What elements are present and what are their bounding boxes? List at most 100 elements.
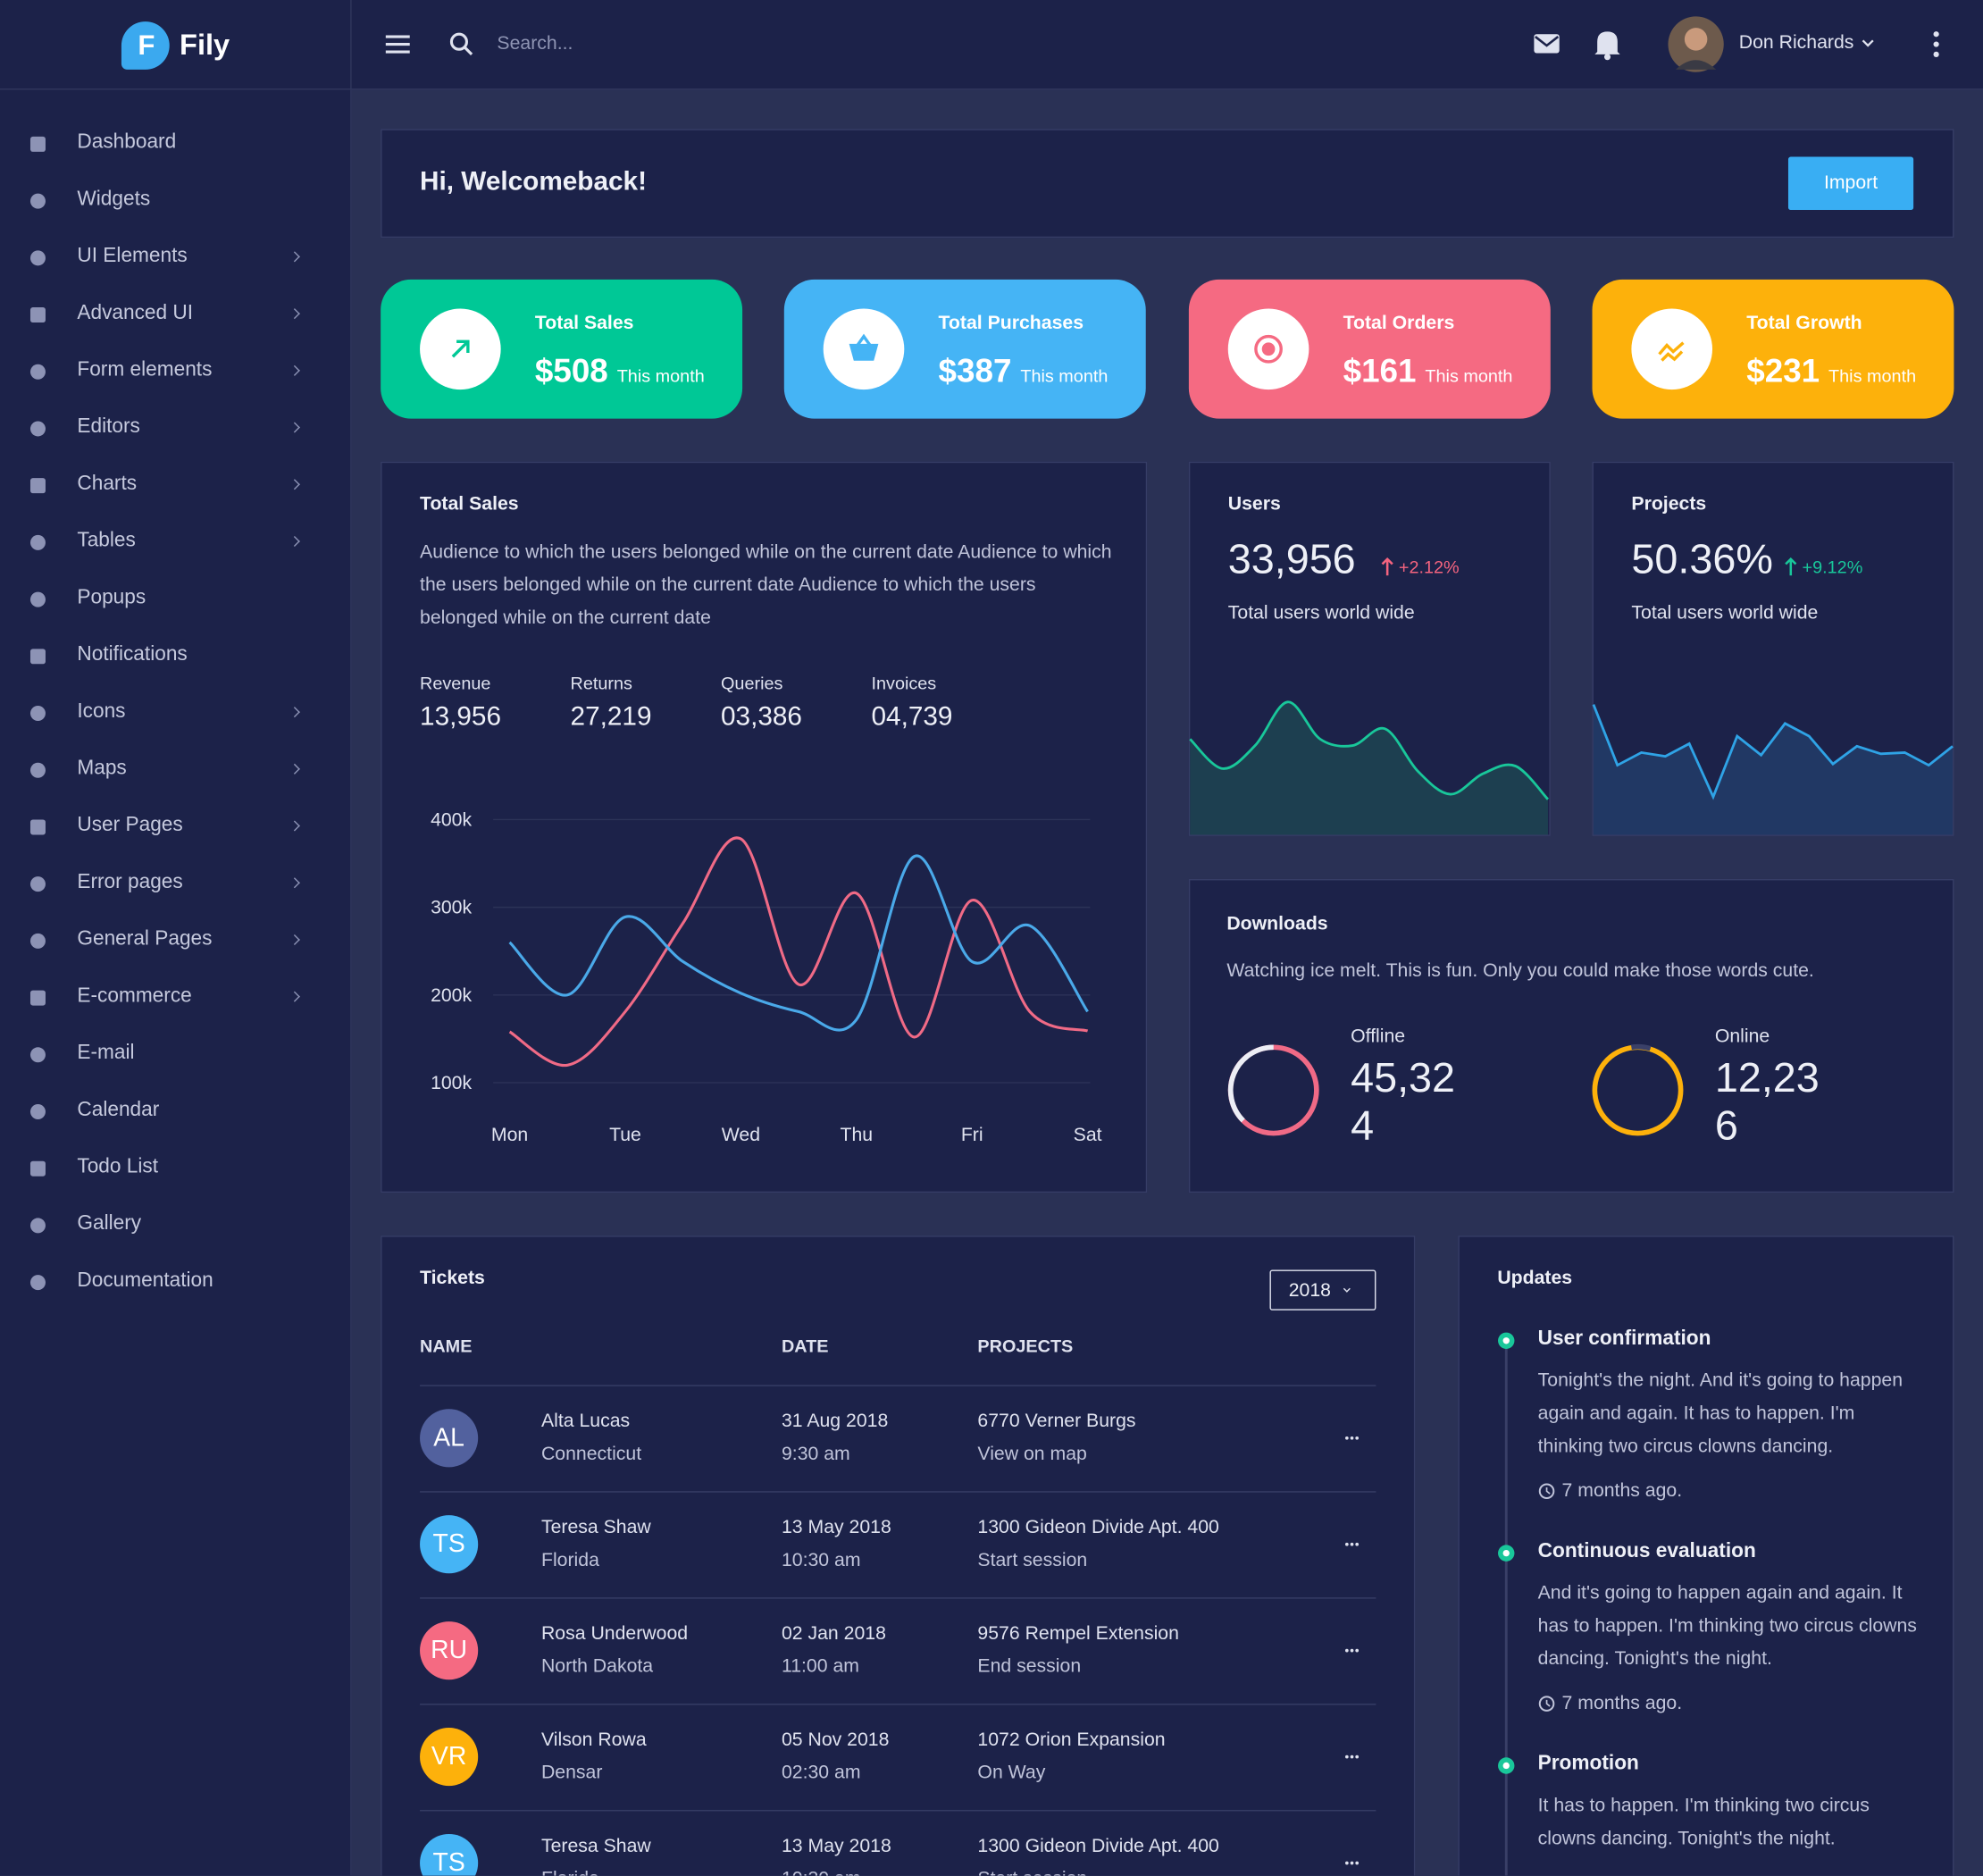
import-button[interactable]: Import bbox=[1787, 156, 1914, 211]
sidebar-chevron bbox=[289, 763, 300, 775]
stat-title: Total Sales bbox=[534, 312, 634, 334]
sidebar-item[interactable]: Notifications bbox=[0, 631, 350, 682]
top-bar bbox=[0, 0, 1983, 90]
sidebar-icon bbox=[29, 534, 46, 550]
ticket-date: 31 Aug 2018 bbox=[781, 1410, 889, 1432]
update-title: Promotion bbox=[1537, 1753, 1639, 1775]
metric-subtitle: Total users world wide bbox=[1631, 601, 1819, 624]
sidebar-item[interactable]: Advanced UI bbox=[0, 289, 350, 340]
users-card bbox=[1188, 461, 1551, 836]
sidebar-label: Dashboard bbox=[77, 131, 177, 154]
card-description: Watching ice melt. This is fun. Only you… bbox=[1226, 959, 1814, 982]
sidebar-icon bbox=[29, 649, 46, 665]
ticket-project: 6770 Verner Burgs bbox=[977, 1410, 1136, 1432]
sidebar-item[interactable]: Tables bbox=[0, 517, 350, 568]
more-button[interactable] bbox=[1933, 31, 1939, 57]
sidebar-chevron bbox=[289, 479, 300, 490]
row-divider bbox=[420, 1385, 1376, 1386]
sidebar-icon bbox=[29, 591, 46, 607]
stat-label: Invoices bbox=[871, 673, 937, 694]
sidebar-icon bbox=[29, 364, 46, 380]
menu-button[interactable] bbox=[385, 35, 410, 54]
search-placeholder[interactable]: Search... bbox=[497, 32, 573, 54]
sidebar-item[interactable]: Editors bbox=[0, 404, 350, 455]
brand-initial: F bbox=[138, 29, 155, 61]
ticket-date: 13 May 2018 bbox=[781, 1516, 891, 1538]
update-title: Continuous evaluation bbox=[1537, 1540, 1756, 1562]
ticket-avatar: VR bbox=[420, 1728, 479, 1787]
sidebar-item[interactable]: E-commerce bbox=[0, 973, 350, 1024]
update-time: 7 months ago. bbox=[1561, 1479, 1683, 1502]
stat-icon-circle bbox=[823, 308, 905, 390]
ticket-location: Florida bbox=[541, 1869, 599, 1875]
sidebar-chevron bbox=[289, 422, 300, 433]
sidebar-label: Maps bbox=[77, 758, 127, 780]
sidebar-item[interactable]: Maps bbox=[0, 745, 350, 796]
sidebar-item[interactable]: Popups bbox=[0, 574, 350, 625]
sidebar-label: UI Elements bbox=[77, 245, 188, 268]
search-handle bbox=[463, 46, 473, 55]
sidebar-item[interactable]: General Pages bbox=[0, 916, 350, 967]
sidebar-item[interactable]: Icons bbox=[0, 688, 350, 739]
stat-value-line: $387 This month bbox=[939, 354, 1109, 387]
ticket-action: End session bbox=[977, 1654, 1082, 1678]
sidebar-icon bbox=[29, 1160, 46, 1177]
sidebar-item[interactable]: Calendar bbox=[0, 1086, 350, 1137]
sidebar-item[interactable]: Error pages bbox=[0, 858, 350, 909]
stat-period: This month bbox=[1828, 365, 1917, 386]
sidebar-icon bbox=[29, 1275, 46, 1291]
year-value: 2018 bbox=[1288, 1279, 1331, 1302]
sidebar-label: Icons bbox=[77, 700, 126, 723]
sidebar-icon bbox=[29, 1104, 46, 1120]
sidebar-icon bbox=[29, 706, 46, 722]
sidebar-chevron bbox=[289, 877, 300, 889]
ticket-name: Rosa Underwood bbox=[540, 1622, 689, 1645]
stat-title: Total Orders bbox=[1343, 312, 1455, 334]
ticket-location: Densar bbox=[540, 1761, 603, 1783]
sidebar-item[interactable]: Dashboard bbox=[0, 119, 350, 170]
ticket-project: 1072 Orion Expansion bbox=[977, 1729, 1166, 1751]
stat-number: 27,219 bbox=[570, 702, 652, 732]
brand-logo bbox=[121, 21, 170, 70]
sidebar-label: Form elements bbox=[77, 359, 213, 381]
ticket-project: 1300 Gideon Divide Apt. 400 bbox=[977, 1835, 1219, 1857]
year-chevron bbox=[1343, 1285, 1351, 1293]
avatar[interactable] bbox=[1668, 16, 1724, 72]
sidebar-item[interactable]: Todo List bbox=[0, 1143, 350, 1194]
mail-icon[interactable] bbox=[1534, 34, 1560, 54]
sidebar-item[interactable]: Widgets bbox=[0, 176, 350, 227]
ticket-time: 10:30 am bbox=[781, 1549, 861, 1571]
ticket-date: 02 Jan 2018 bbox=[781, 1622, 886, 1645]
update-text: It has to happen. I'm thinking two circu… bbox=[1537, 1795, 1870, 1849]
update-text: Tonight's the night. And it's going to h… bbox=[1537, 1369, 1904, 1458]
sidebar-label: Advanced UI bbox=[77, 302, 194, 324]
bell-icon[interactable] bbox=[1594, 31, 1620, 61]
sidebar-label: Notifications bbox=[77, 643, 188, 666]
ticket-date: 13 May 2018 bbox=[781, 1835, 891, 1857]
year-select[interactable]: 2018 bbox=[1269, 1269, 1376, 1311]
mail-body bbox=[1534, 34, 1560, 54]
downloads-card bbox=[1188, 878, 1954, 1193]
sidebar-item[interactable]: E-mail bbox=[0, 1029, 350, 1080]
sidebar-item[interactable]: Form elements bbox=[0, 347, 350, 398]
user-name[interactable]: Don Richards bbox=[1738, 31, 1854, 54]
metric-value: 50.36% bbox=[1631, 534, 1773, 582]
updates-card bbox=[1458, 1235, 1954, 1876]
sidebar-item[interactable]: Gallery bbox=[0, 1201, 350, 1252]
brand-divider bbox=[350, 0, 352, 90]
sidebar-icon bbox=[29, 250, 46, 266]
sidebar-icon bbox=[29, 307, 46, 323]
sidebar-icon bbox=[29, 1047, 46, 1063]
sidebar-chevron bbox=[289, 707, 300, 718]
sidebar-item[interactable]: Charts bbox=[0, 460, 350, 511]
sidebar-label: Popups bbox=[77, 587, 146, 609]
sidebar-item[interactable]: User Pages bbox=[0, 802, 350, 853]
metric-value: 33,956 bbox=[1227, 534, 1356, 582]
sidebar-item[interactable]: UI Elements bbox=[0, 233, 350, 284]
sidebar-icon bbox=[29, 421, 46, 437]
user-chevron[interactable] bbox=[1862, 39, 1874, 47]
search-icon[interactable] bbox=[449, 32, 473, 55]
sidebar-item[interactable]: Documentation bbox=[0, 1257, 350, 1308]
stat-value: $161 bbox=[1343, 351, 1417, 390]
ticket-time: 11:00 am bbox=[781, 1654, 859, 1678]
